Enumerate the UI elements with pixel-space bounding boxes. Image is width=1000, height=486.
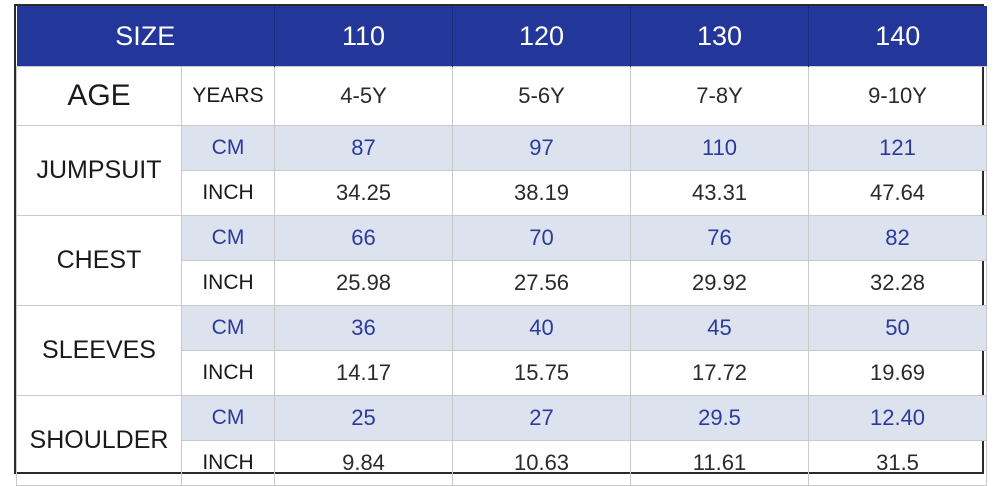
sleeves-cm-row: SLEEVES CM 36 40 45 50 (16, 305, 988, 396)
cm-value: 121 (808, 125, 988, 171)
cm-value: 66 (274, 215, 454, 261)
cm-value: 87 (274, 125, 454, 171)
jumpsuit-label: JUMPSUIT (16, 125, 182, 216)
inch-value: 29.92 (630, 260, 810, 306)
size-130-header: 130 (630, 6, 810, 67)
cm-unit-label: CM (180, 395, 276, 441)
cm-value: 25 (274, 395, 454, 441)
inch-unit-label: INCH (180, 440, 276, 486)
cm-value: 29.5 (630, 395, 810, 441)
inch-value: 31.5 (808, 440, 988, 486)
inch-value: 15.75 (452, 350, 632, 396)
inch-value: 27.56 (452, 260, 632, 306)
sleeves-inch-row: INCH 14.17 15.75 17.72 19.69 (17, 350, 988, 396)
cm-value: 45 (630, 305, 810, 351)
inch-unit-label: INCH (180, 350, 276, 396)
inch-value: 47.64 (808, 170, 988, 216)
age-row: AGE YEARS 4-5Y 5-6Y 7-8Y 9-10Y (16, 66, 988, 126)
inch-value: 19.69 (808, 350, 988, 396)
size-chart-table: SIZE 110 120 130 140 AGE YEARS 4-5Y 5-6Y… (16, 6, 988, 486)
chest-label: CHEST (16, 215, 182, 306)
chest-cm-row: CHEST CM 66 70 76 82 (16, 215, 988, 306)
cm-value: 36 (274, 305, 454, 351)
cm-value: 110 (630, 125, 810, 171)
cm-value: 97 (452, 125, 632, 171)
years-unit-label: YEARS (180, 66, 276, 126)
shoulder-inch-row: INCH 9.84 10.63 11.61 31.5 (17, 440, 988, 486)
inch-value: 10.63 (452, 440, 632, 486)
jumpsuit-cm-row: JUMPSUIT CM 87 97 110 121 (16, 125, 988, 216)
shoulder-label: SHOULDER (16, 395, 182, 486)
age-value: 5-6Y (452, 66, 632, 126)
jumpsuit-inch-row: INCH 34.25 38.19 43.31 47.64 (17, 170, 988, 216)
size-110-header: 110 (274, 6, 454, 67)
cm-unit-label: CM (180, 215, 276, 261)
shoulder-cm-row: SHOULDER CM 25 27 29.5 12.40 (16, 395, 988, 486)
cm-value: 27 (452, 395, 632, 441)
cm-value: 12.40 (808, 395, 988, 441)
cm-value: 76 (630, 215, 810, 261)
age-value: 4-5Y (274, 66, 454, 126)
inch-value: 9.84 (274, 440, 454, 486)
size-chart: SIZE 110 120 130 140 AGE YEARS 4-5Y 5-6Y… (14, 4, 988, 486)
inch-unit-label: INCH (180, 260, 276, 306)
inch-value: 43.31 (630, 170, 810, 216)
size-header-label: SIZE (16, 6, 276, 67)
inch-value: 11.61 (630, 440, 810, 486)
inch-unit-label: INCH (180, 170, 276, 216)
cm-value: 70 (452, 215, 632, 261)
chest-inch-row: INCH 25.98 27.56 29.92 32.28 (17, 260, 988, 306)
inch-value: 38.19 (452, 170, 632, 216)
cm-value: 82 (808, 215, 988, 261)
inch-value: 32.28 (808, 260, 988, 306)
cm-unit-label: CM (180, 125, 276, 171)
cm-value: 50 (808, 305, 988, 351)
inch-value: 17.72 (630, 350, 810, 396)
size-140-header: 140 (808, 6, 987, 67)
header-row: SIZE 110 120 130 140 (16, 6, 987, 67)
size-120-header: 120 (452, 6, 632, 67)
inch-value: 25.98 (274, 260, 454, 306)
age-value: 9-10Y (808, 66, 988, 126)
cm-unit-label: CM (180, 305, 276, 351)
inch-value: 14.17 (274, 350, 454, 396)
age-value: 7-8Y (630, 66, 810, 126)
inch-value: 34.25 (274, 170, 454, 216)
age-label: AGE (16, 66, 182, 126)
sleeves-label: SLEEVES (16, 305, 182, 396)
cm-value: 40 (452, 305, 632, 351)
